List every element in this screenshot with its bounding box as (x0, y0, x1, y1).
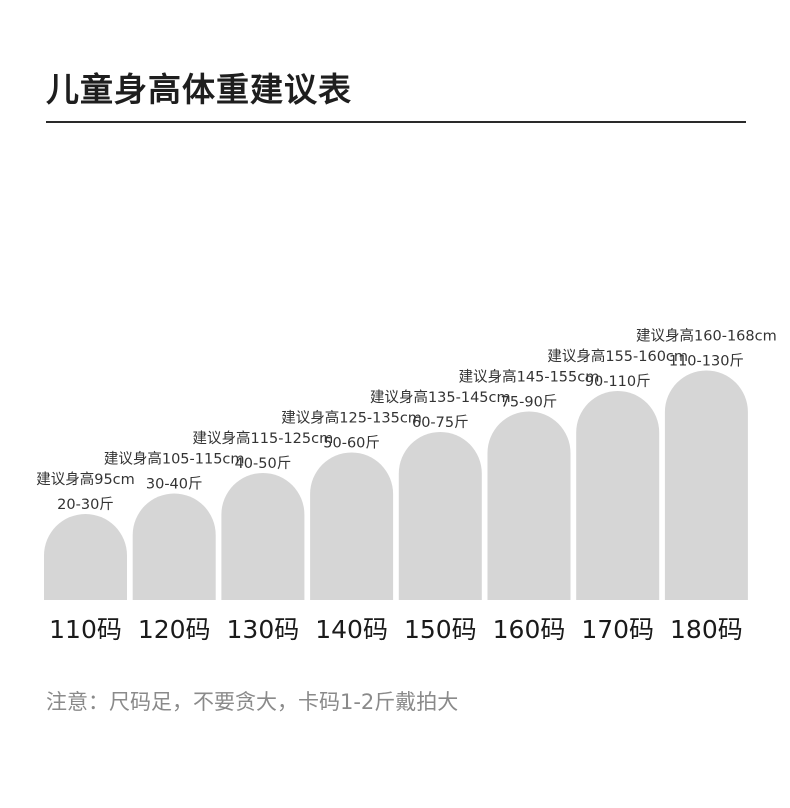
weight-label: 30-40斤 (146, 476, 203, 493)
tick-label: 140码 (315, 615, 388, 644)
tick-label: 160码 (493, 615, 566, 644)
weight-label: 50-60斤 (323, 435, 380, 452)
bar-4 (310, 452, 394, 600)
bar-8 (664, 370, 748, 600)
weight-label: 75-90斤 (501, 394, 558, 411)
weight-label: 90-110斤 (585, 373, 651, 390)
tick-label: 120码 (138, 615, 211, 644)
height-label: 建议身高115-125cm (193, 430, 334, 447)
page-title: 儿童身高体重建议表 (46, 70, 352, 109)
bar-3 (221, 472, 305, 600)
bar-6 (487, 411, 571, 600)
bar-1 (44, 514, 127, 600)
height-label: 建议身高145-155cm (459, 369, 600, 386)
tick-label: 130码 (227, 615, 300, 644)
tick-label: 180码 (670, 615, 743, 644)
height-label: 建议身高95cm (36, 471, 135, 488)
bar-2 (132, 493, 216, 600)
weight-label: 60-75斤 (412, 414, 469, 431)
tick-label: 150码 (404, 615, 477, 644)
bar-5 (398, 432, 482, 600)
sizing-note: 注意：尺码足，不要贪大，卡码1-2斤戴拍大 (46, 690, 459, 714)
height-label: 建议身高125-135cm (281, 410, 422, 427)
height-label: 建议身高135-145cm (370, 389, 511, 406)
height-label: 建议身高105-115cm (104, 451, 245, 468)
tick-label: 110码 (49, 615, 122, 644)
height-label: 建议身高155-160cm (547, 348, 688, 365)
weight-label: 40-50斤 (235, 455, 292, 472)
height-label: 建议身高160-168cm (636, 328, 777, 345)
weight-label: 20-30斤 (57, 496, 114, 513)
title-divider (46, 121, 746, 123)
weight-label: 110-130斤 (669, 353, 744, 370)
bar-7 (576, 390, 660, 600)
tick-label: 170码 (581, 615, 654, 644)
